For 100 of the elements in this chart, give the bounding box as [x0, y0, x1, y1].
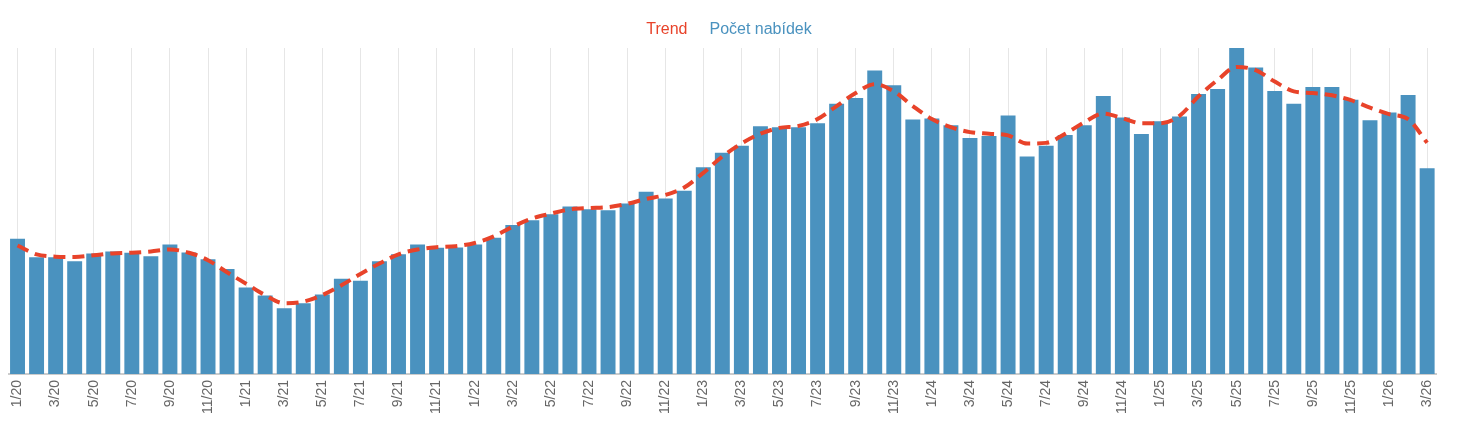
text: Počet nabídek	[709, 20, 813, 38]
bar	[371, 261, 387, 375]
bar	[1400, 94, 1416, 375]
bar	[1343, 99, 1359, 375]
x-tick-label: 9/25	[1303, 379, 1320, 408]
bar	[676, 190, 692, 375]
bar	[257, 295, 273, 375]
x-tick-label: 5/23	[770, 379, 787, 408]
bar	[524, 220, 540, 375]
x-tick-label: 3/20	[46, 379, 63, 408]
x-tick-label: 5/21	[313, 379, 330, 408]
x-tick-label: 3/24	[960, 379, 977, 408]
bar	[1419, 168, 1435, 375]
bar	[314, 294, 330, 375]
bar	[600, 210, 616, 375]
x-tick-label: 1/23	[694, 379, 711, 408]
bar	[619, 203, 635, 375]
bar	[1362, 120, 1378, 375]
bar	[733, 145, 749, 375]
bar	[772, 127, 787, 375]
bar	[1229, 48, 1245, 375]
x-tick-label: 7/21	[351, 379, 368, 408]
bar	[1267, 91, 1283, 375]
bar	[48, 257, 64, 375]
x-tick-label: 3/23	[732, 379, 749, 408]
bar	[467, 244, 483, 375]
x-tick-label: 7/24	[1037, 379, 1054, 408]
bar	[29, 257, 45, 375]
bar	[505, 225, 521, 375]
bar	[943, 125, 959, 375]
bar	[238, 287, 254, 375]
bar	[981, 136, 997, 375]
bar	[86, 253, 102, 375]
bar	[924, 118, 940, 375]
bar	[543, 214, 559, 375]
bar	[1076, 125, 1092, 375]
x-tick-label: 3/26	[1418, 379, 1435, 408]
bar	[1000, 115, 1016, 375]
bar	[1038, 145, 1054, 375]
bar	[429, 247, 445, 375]
bar	[276, 308, 292, 375]
bar	[695, 167, 711, 375]
x-tick-label: 1/20	[8, 379, 25, 408]
bar	[1114, 117, 1130, 375]
text: Trend	[646, 20, 688, 38]
x-tick-label: 5/22	[541, 379, 558, 408]
x-tick-label: 9/24	[1075, 379, 1092, 408]
bar	[124, 252, 140, 375]
bar	[67, 261, 83, 375]
bar	[1019, 156, 1035, 375]
bar	[962, 137, 978, 375]
bar	[1210, 89, 1226, 375]
x-tick-label: 7/20	[122, 379, 139, 408]
x-tick-label: 11/24	[1113, 379, 1130, 414]
bar	[752, 126, 768, 375]
bar	[352, 280, 368, 375]
x-tick-label: 3/25	[1189, 379, 1206, 408]
bar	[829, 103, 845, 375]
x-tick-label: 11/25	[1341, 379, 1358, 414]
bar	[791, 127, 806, 375]
x-tick-label: 7/23	[808, 379, 825, 408]
x-tick-label: 11/21	[427, 379, 444, 414]
bar	[1152, 121, 1168, 375]
bar	[657, 198, 673, 375]
bar	[886, 85, 902, 375]
bar	[562, 206, 578, 375]
bar	[1381, 112, 1397, 375]
x-tick-label: 1/21	[236, 379, 253, 408]
x-tick-label: 9/20	[160, 379, 177, 408]
bar	[1286, 103, 1302, 375]
bar	[1057, 135, 1073, 375]
bar	[905, 119, 921, 375]
bar	[810, 123, 826, 375]
x-tick-label: 5/20	[84, 379, 101, 408]
x-tick-label: 1/26	[1379, 379, 1396, 408]
bar	[714, 152, 730, 375]
bar	[1305, 87, 1321, 375]
bar	[581, 209, 597, 375]
bar	[1095, 95, 1111, 375]
bar	[638, 191, 654, 375]
x-tick-label: 11/20	[198, 379, 215, 414]
bar	[867, 70, 883, 375]
bar	[448, 247, 464, 375]
x-tick-label: 11/22	[656, 379, 673, 414]
bar	[200, 259, 216, 375]
x-tick-label: 9/22	[617, 379, 634, 408]
bar	[1324, 87, 1340, 375]
bar	[1172, 116, 1187, 375]
bar	[295, 303, 311, 375]
bar	[410, 244, 426, 375]
bar	[486, 237, 502, 375]
bar	[219, 269, 235, 375]
bar	[391, 254, 406, 375]
bar	[1133, 134, 1149, 375]
x-tick-label: 11/23	[884, 379, 901, 414]
bar	[10, 238, 25, 375]
bar	[848, 97, 864, 375]
bar	[333, 278, 349, 375]
x-tick-label: 3/21	[275, 379, 292, 408]
x-tick-label: 5/25	[1227, 379, 1244, 408]
